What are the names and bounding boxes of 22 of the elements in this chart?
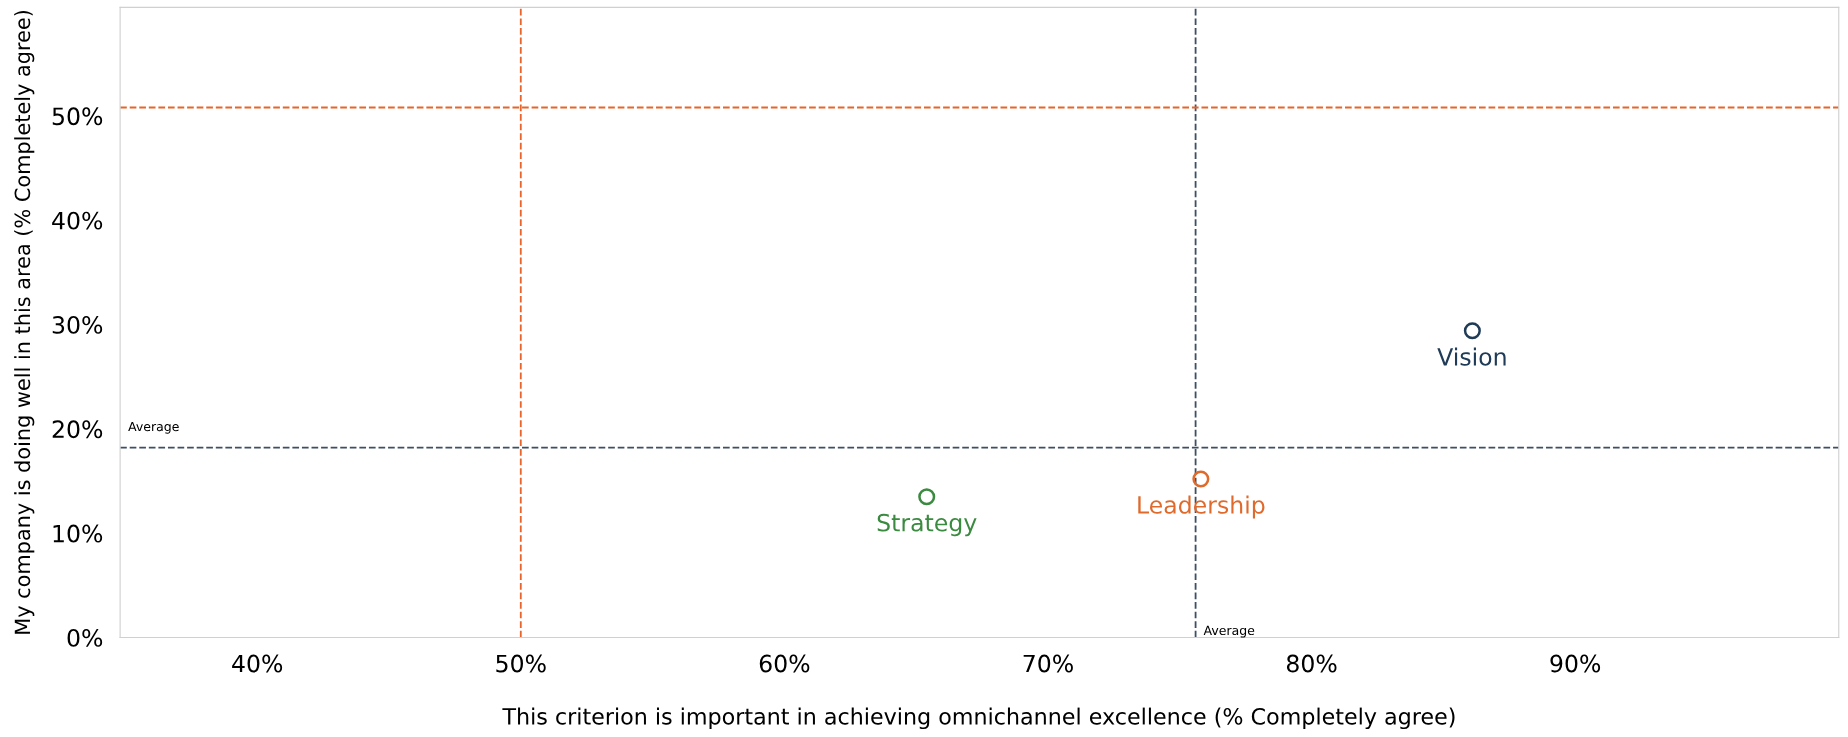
ref-line-label: Average	[1203, 625, 1255, 638]
x-tick-label: 50%	[496, 654, 546, 673]
x-tick-label: 70%	[1023, 654, 1073, 673]
y-tick-label: 40%	[52, 211, 103, 230]
point	[1192, 470, 1210, 488]
y-tick-label: 30%	[52, 315, 103, 334]
y-tick-label: 10%	[53, 524, 103, 543]
x-axis-title: This criterion is important in achieving omnichannel excellence (% Completely agree)	[502, 707, 1455, 730]
series-label: Vision	[1437, 347, 1506, 366]
y-tick-label: 20%	[52, 420, 103, 439]
x-tick-label: 40%	[232, 654, 283, 673]
x-tick-label: 80%	[1286, 654, 1337, 673]
y-tick-label: 0%	[67, 628, 103, 647]
point	[1463, 322, 1481, 340]
ref-line-label: Average	[128, 421, 179, 434]
y-axis-title: My company is doing well in this area (% Completely agree)	[14, 10, 35, 634]
series-label: Leadership	[1138, 495, 1265, 519]
x-tick-label: 90%	[1550, 654, 1601, 673]
series-label: Strategy	[877, 513, 977, 537]
point	[918, 488, 936, 506]
x-tick-label: 60%	[759, 654, 810, 673]
y-tick-label: 50%	[52, 107, 103, 126]
